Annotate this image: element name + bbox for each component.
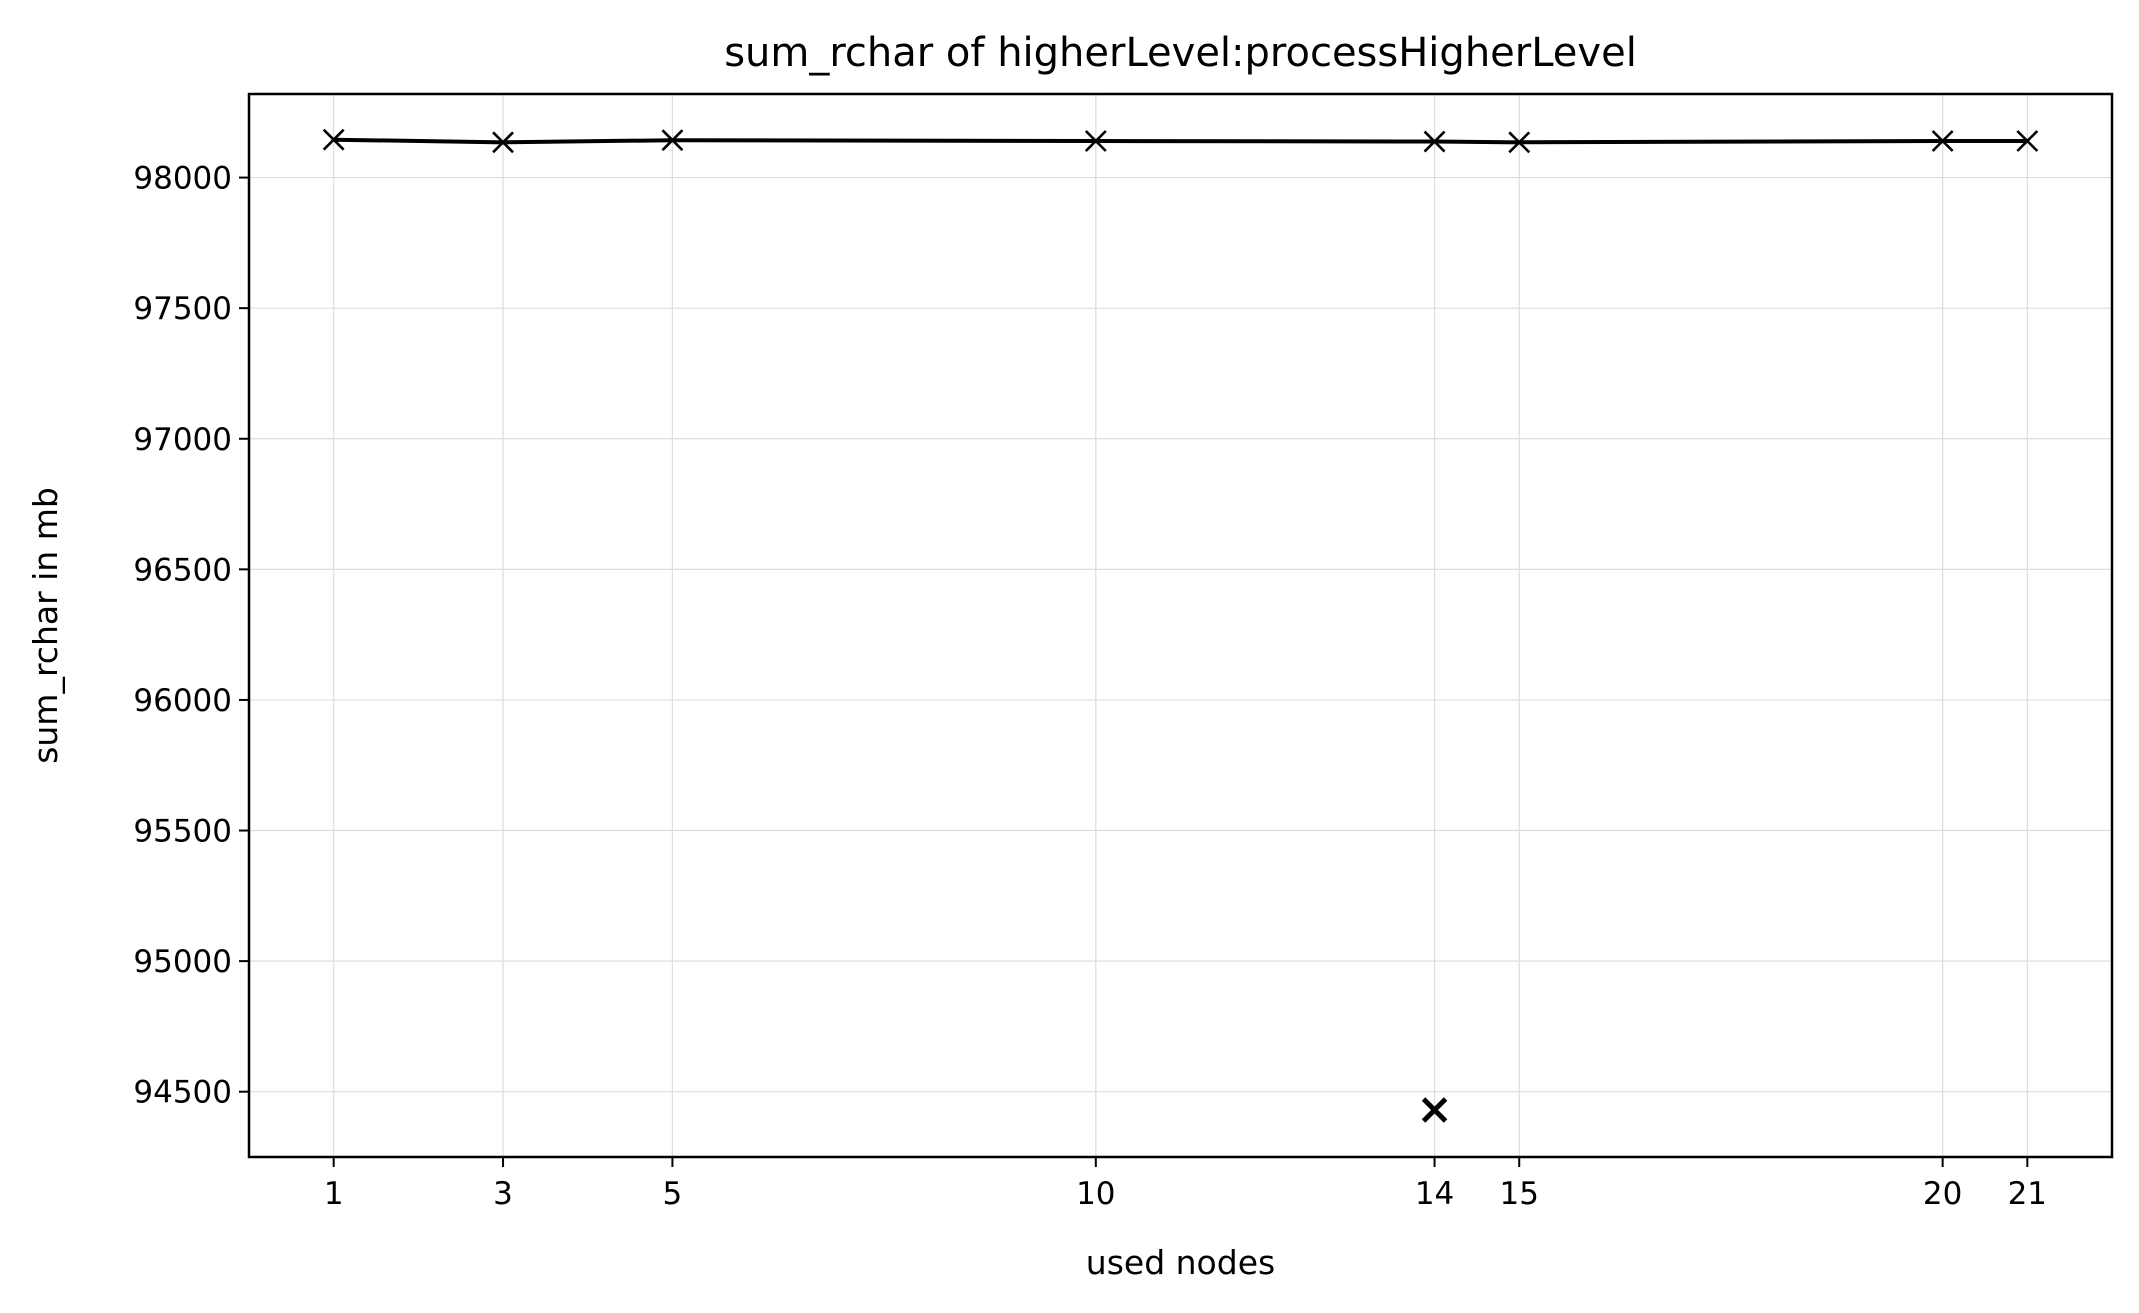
x-marker-stroke xyxy=(1421,1097,1448,1123)
x-tick-label: 20 xyxy=(1923,1176,1962,1212)
y-tick-label: 98000 xyxy=(133,161,232,197)
y-axis-label: sum_rchar in mb xyxy=(26,487,65,764)
x-axis-label: used nodes xyxy=(1086,1243,1275,1282)
y-tick-label: 94500 xyxy=(133,1075,232,1111)
plot-area-frame xyxy=(247,92,2114,1159)
data-point xyxy=(1508,131,1531,154)
y-tick-label: 95500 xyxy=(133,814,232,850)
y-tick-label: 97000 xyxy=(133,422,232,458)
data-point xyxy=(492,131,514,154)
x-tick-label: 5 xyxy=(663,1176,683,1212)
y-tick-label: 96500 xyxy=(133,552,232,588)
x-tick-label: 10 xyxy=(1076,1176,1115,1212)
y-tick-label: 96000 xyxy=(133,683,232,719)
x-tick-label: 15 xyxy=(1500,1176,1539,1212)
data-point xyxy=(1423,130,1446,153)
x-marker-stroke xyxy=(2016,130,2039,152)
x-marker-stroke xyxy=(1931,130,1954,152)
data-point xyxy=(661,129,684,152)
y-tick-label: 95000 xyxy=(133,944,232,980)
x-tick-label: 3 xyxy=(493,1176,513,1212)
x-tick-label: 21 xyxy=(2008,1176,2047,1212)
y-tick-label: 97500 xyxy=(133,291,232,327)
x-marker-stroke xyxy=(492,131,514,154)
data-point xyxy=(1084,130,1107,152)
x-marker-stroke xyxy=(322,128,345,151)
series xyxy=(322,128,2039,1123)
x-marker-stroke xyxy=(661,129,684,152)
data-point xyxy=(1931,130,1954,152)
chart-title: sum_rchar of higherLevel:processHigherLe… xyxy=(724,30,1637,76)
series-line xyxy=(333,137,2028,145)
x-marker-stroke xyxy=(1423,130,1446,153)
x-marker-stroke xyxy=(1084,130,1107,152)
x-tick-label: 14 xyxy=(1415,1176,1454,1212)
data-point xyxy=(2016,130,2039,152)
data-point xyxy=(322,128,345,151)
grid xyxy=(249,94,2112,1157)
ticks: 1 3 5 10 14 15 20 21 94500 95000 95500 96000 96500 97… xyxy=(133,161,2047,1212)
x-tick-label: 1 xyxy=(324,1176,344,1212)
outlier-point xyxy=(1421,1097,1448,1123)
x-marker-stroke xyxy=(1508,131,1531,154)
